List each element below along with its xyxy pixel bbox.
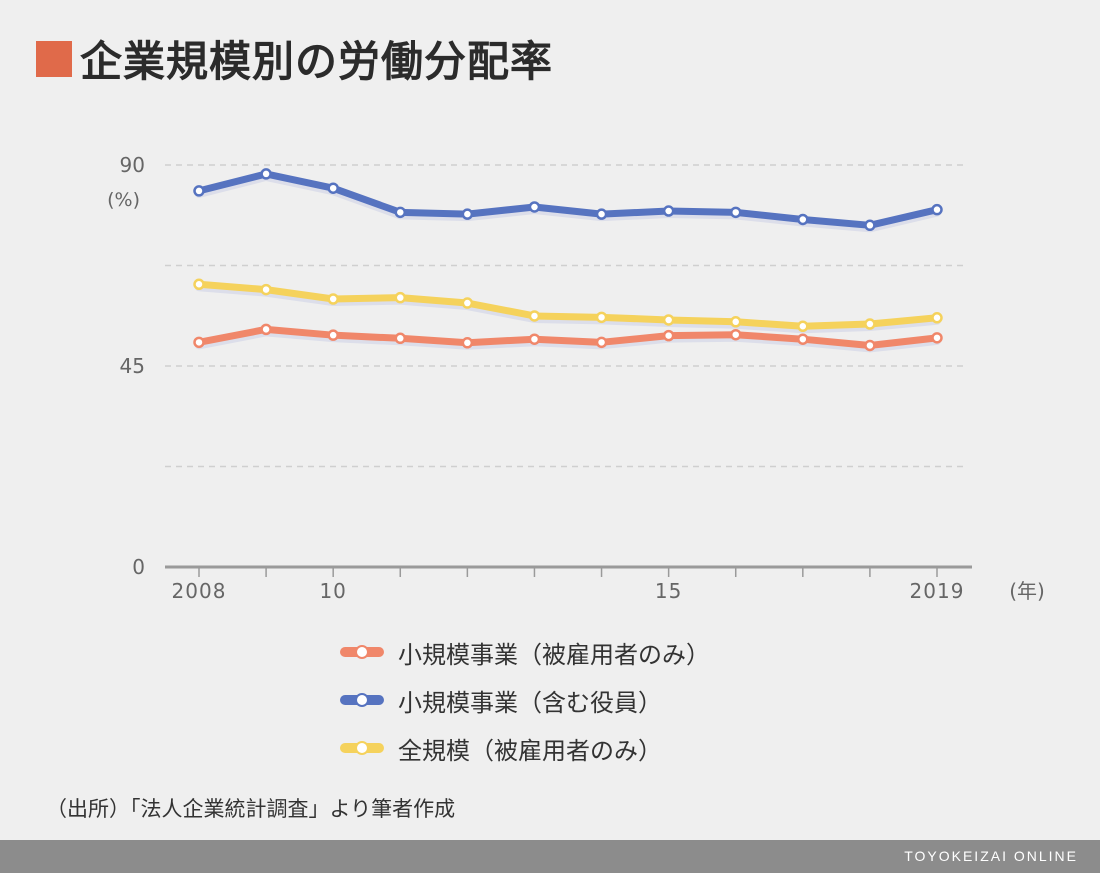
x-tick-label: 2008	[172, 579, 227, 603]
chart-title: 企業規模別の労働分配率	[80, 37, 554, 86]
series-line-3	[195, 280, 941, 330]
legend-marker	[355, 645, 369, 659]
legend-label: 小規模事業（含む役員）	[398, 688, 662, 717]
data-point	[528, 310, 541, 322]
legend-swatch	[340, 645, 384, 659]
data-point	[729, 316, 742, 328]
data-point	[528, 201, 541, 213]
data-point	[595, 208, 608, 220]
data-point	[394, 206, 407, 219]
x-tick-label: 15	[655, 579, 682, 603]
y-tick-label: 90	[120, 153, 145, 177]
data-point	[193, 278, 205, 291]
x-tick-label: 2019	[910, 579, 965, 603]
data-point	[193, 185, 205, 197]
legend-marker	[355, 741, 369, 755]
data-point	[327, 329, 339, 341]
footer-bar: TOYOKEIZAI ONLINE	[0, 840, 1100, 873]
data-point	[461, 337, 474, 349]
data-point	[193, 336, 205, 349]
data-point	[931, 203, 943, 216]
legend-label: 小規模事業（被雇用者のみ）	[398, 640, 710, 669]
data-point	[461, 297, 474, 309]
data-point	[595, 311, 608, 324]
footer-brand: TOYOKEIZAI ONLINE	[904, 848, 1078, 864]
data-point	[729, 206, 742, 219]
data-point	[797, 320, 809, 332]
data-point	[595, 336, 608, 349]
data-point	[327, 182, 339, 194]
data-point	[729, 328, 742, 341]
data-point	[528, 333, 541, 345]
data-point	[797, 333, 809, 345]
data-point	[864, 318, 876, 330]
legend-swatch	[340, 741, 384, 755]
y-tick-label: 45	[120, 354, 145, 378]
legend-swatch	[340, 693, 384, 707]
y-axis-unit-label: (%)	[107, 189, 140, 211]
data-point	[327, 293, 339, 305]
data-point	[797, 213, 809, 226]
legend-item: 小規模事業（被雇用者のみ）	[340, 628, 710, 676]
x-axis-unit-label: (年)	[1009, 579, 1045, 603]
data-point	[260, 323, 272, 336]
data-point	[931, 332, 943, 344]
source-note: （出所）「法人企業統計調査」より筆者作成	[46, 797, 456, 821]
legend-marker	[355, 693, 369, 707]
legend-item: 全規模（被雇用者のみ）	[340, 724, 710, 772]
data-point	[394, 291, 407, 304]
title-accent-square	[36, 40, 72, 77]
data-point	[461, 208, 474, 220]
legend-label: 全規模（被雇用者のみ）	[398, 736, 662, 765]
chart-title-row: 企業規模別の労働分配率	[36, 28, 553, 89]
data-point	[662, 205, 675, 217]
series-line-2	[195, 170, 941, 229]
legend-item: 小規模事業（含む役員）	[340, 676, 710, 724]
data-point	[662, 329, 675, 342]
data-point	[260, 283, 272, 296]
chart-legend: 小規模事業（被雇用者のみ） 小規模事業（含む役員） 全規模（被雇用者のみ）	[340, 628, 710, 772]
data-point	[394, 332, 407, 345]
series-line-1	[195, 325, 941, 349]
data-point	[662, 314, 675, 326]
data-point	[864, 339, 876, 352]
data-point	[931, 312, 943, 324]
data-point	[260, 168, 272, 180]
y-tick-label: 0	[132, 555, 145, 579]
data-point	[864, 219, 876, 232]
x-tick-label: 10	[319, 579, 346, 603]
